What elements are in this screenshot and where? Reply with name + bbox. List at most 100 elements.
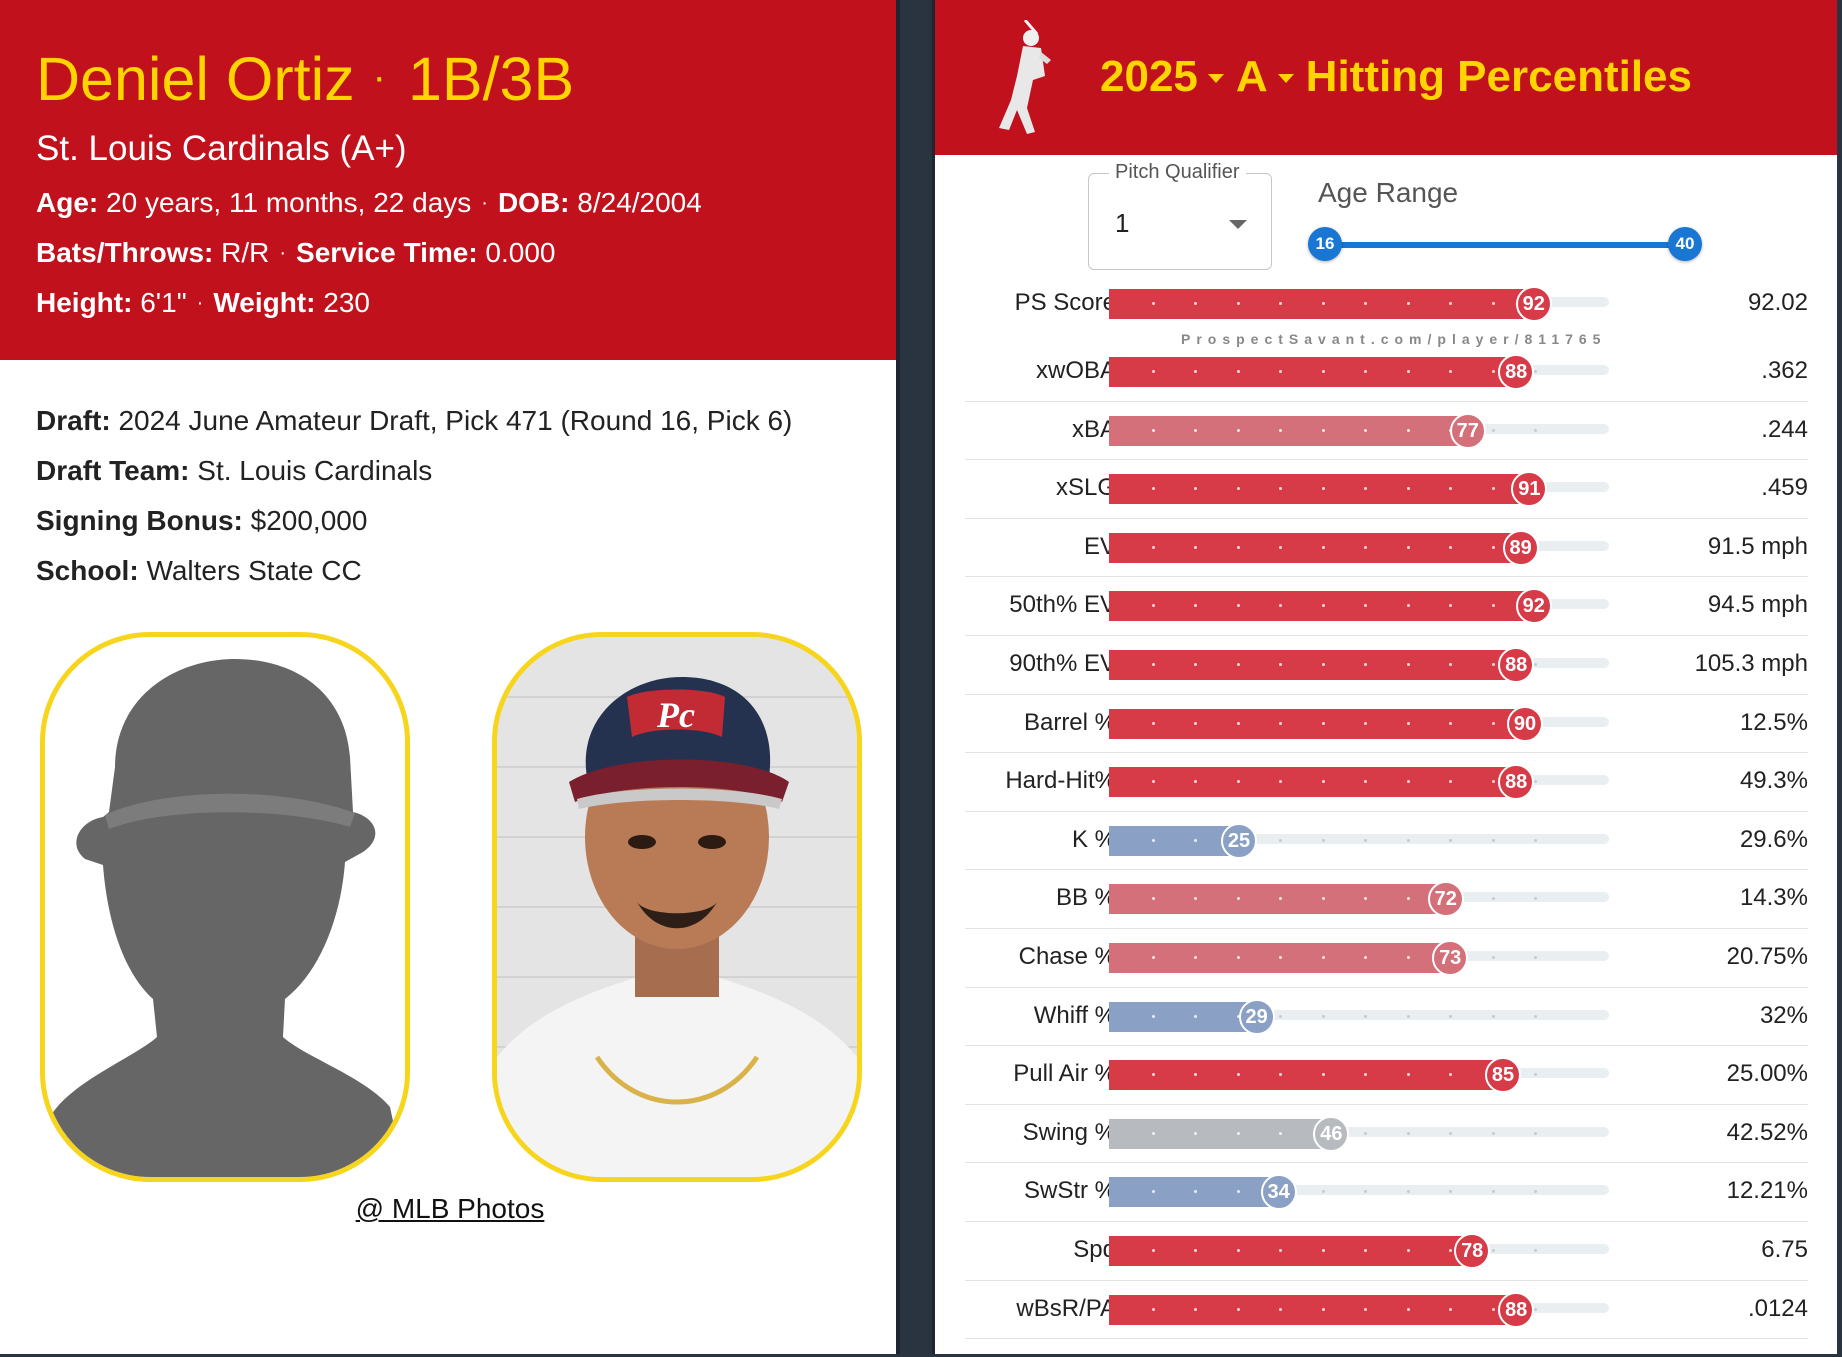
age-range-slider[interactable]: [1325, 242, 1685, 248]
tick-dot: [1279, 1248, 1282, 1252]
level-select[interactable]: A: [1235, 52, 1268, 101]
metric-row: Spd 78 6.75: [965, 1222, 1808, 1281]
tick-dot: [1364, 721, 1367, 725]
tick-dot: [1449, 1073, 1452, 1077]
tick-dot: [1406, 838, 1410, 842]
metric-row: EV 89 91.5 mph: [965, 519, 1808, 578]
metric-label: Swing %: [1022, 1118, 1116, 1146]
age-max-handle[interactable]: 40: [1668, 227, 1702, 261]
percentile-badge: 72: [1427, 881, 1464, 918]
tick-dot: [1151, 780, 1155, 784]
tick-dot: [1194, 1307, 1197, 1311]
tick-dot: [1151, 1131, 1155, 1135]
tick-dot: [1236, 955, 1240, 959]
tick-dot: [1534, 662, 1537, 666]
tick-dot: [1236, 662, 1240, 666]
tick-dot: [1321, 487, 1325, 491]
watermark: ProspectSavant.com/player/811765: [1181, 331, 1607, 347]
percentile-bar: [1109, 357, 1517, 387]
metric-value: 6.75: [1761, 1235, 1808, 1263]
info-separator: ·: [481, 192, 488, 214]
metric-row: Barrel % 90 12.5%: [965, 695, 1808, 754]
percentiles-title: 2025 A Hitting Percentiles: [1100, 52, 1692, 102]
player-silhouette-icon: [45, 659, 405, 1177]
metric-row: Whiff % 29 32%: [965, 988, 1808, 1047]
tick-dot: [1151, 487, 1155, 491]
tick-dot: [1321, 897, 1325, 901]
photo-credit-link[interactable]: @ MLB Photos: [355, 1193, 545, 1224]
tick-dot: [1406, 487, 1410, 491]
metric-row: Hard-Hit% 88 49.3%: [965, 753, 1808, 812]
chevron-down-icon: [1229, 220, 1247, 229]
tick-dot: [1364, 487, 1367, 491]
tick-dot: [1194, 721, 1197, 725]
percentile-bar: [1109, 649, 1517, 680]
bonus-line: Signing Bonus: $200,000: [36, 504, 860, 538]
tick-dot: [1151, 1190, 1155, 1194]
tick-dot: [1279, 662, 1282, 666]
tick-dot: [1151, 545, 1155, 549]
tick-dot: [1534, 780, 1537, 784]
level-dropdown-icon[interactable]: [1277, 74, 1294, 83]
metric-value: .459: [1761, 474, 1808, 502]
metric-value: 91.5 mph: [1707, 532, 1808, 560]
school-label: School:: [36, 555, 139, 586]
metric-label: Pull Air %: [1013, 1060, 1116, 1088]
age-min-handle[interactable]: 16: [1308, 227, 1342, 261]
tick-dot: [1449, 780, 1452, 784]
year-select[interactable]: 2025: [1100, 52, 1198, 101]
tick-dot: [1406, 302, 1410, 305]
percentile-bar: [1109, 825, 1239, 856]
player-name: Deniel Ortiz: [36, 45, 355, 113]
draft-line: Draft: 2024 June Amateur Draft, Pick 471…: [36, 404, 860, 438]
tick-dot: [1321, 721, 1325, 725]
tick-dot: [1406, 780, 1410, 784]
tick-dot: [1194, 1248, 1197, 1252]
percentile-bar: [1109, 289, 1534, 319]
tick-dot: [1151, 370, 1155, 373]
metric-value: .362: [1761, 357, 1808, 384]
percentile-badge: 25: [1221, 822, 1257, 859]
bio-header: Deniel Ortiz · 1B/3B St. Louis Cardinals (…: [0, 0, 896, 360]
tick-dot: [1151, 897, 1155, 901]
metric-label: Chase %: [1018, 942, 1116, 970]
tick-dot: [1364, 1190, 1367, 1194]
metric-label: 90th% EV: [1009, 649, 1116, 677]
height-label: Height:: [36, 287, 133, 318]
hitting-percentiles-card: 2025 A Hitting Percentiles Pitch Qualifier…: [932, 0, 1837, 1354]
percentile-badge: 77: [1449, 412, 1486, 449]
tick-dot: [1491, 370, 1495, 373]
metric-label: Hard-Hit%: [1005, 767, 1116, 795]
year-dropdown-icon[interactable]: [1207, 74, 1224, 83]
metric-value: 12.5%: [1739, 708, 1808, 736]
tick-dot: [1449, 604, 1452, 608]
tick-dot: [1279, 838, 1282, 842]
draft-label: Draft:: [36, 405, 111, 436]
tick-dot: [1364, 780, 1367, 784]
bar-track: [1109, 833, 1609, 844]
pitch-qualifier-label: Pitch Qualifier: [1109, 161, 1246, 184]
tick-dot: [1194, 1073, 1197, 1077]
tick-dot: [1406, 370, 1410, 373]
tick-dot: [1236, 1014, 1240, 1018]
bar-track: [1109, 1126, 1609, 1137]
bar-tick-dots: [1109, 1131, 1609, 1136]
metric-label: BB %: [1055, 884, 1116, 912]
tick-dot: [1194, 302, 1197, 305]
tick-dot: [1194, 955, 1197, 959]
tick-dot: [1491, 662, 1495, 666]
tick-dot: [1406, 1248, 1410, 1252]
pitch-qualifier-select[interactable]: Pitch Qualifier 1: [1088, 161, 1272, 270]
bar-tick-dots: [1109, 662, 1609, 667]
metric-row: Chase % 73 20.75%: [965, 929, 1808, 988]
tick-dot: [1151, 604, 1155, 608]
tick-dot: [1151, 1073, 1155, 1077]
bats-label: Bats/Throws:: [36, 237, 214, 268]
tick-dot: [1151, 955, 1155, 959]
tick-dot: [1406, 955, 1410, 959]
age-label: Age:: [36, 187, 99, 218]
tick-dot: [1449, 1014, 1452, 1018]
tick-dot: [1449, 1190, 1452, 1194]
metric-label: Whiff %: [1033, 1001, 1116, 1029]
tick-dot: [1194, 897, 1197, 901]
